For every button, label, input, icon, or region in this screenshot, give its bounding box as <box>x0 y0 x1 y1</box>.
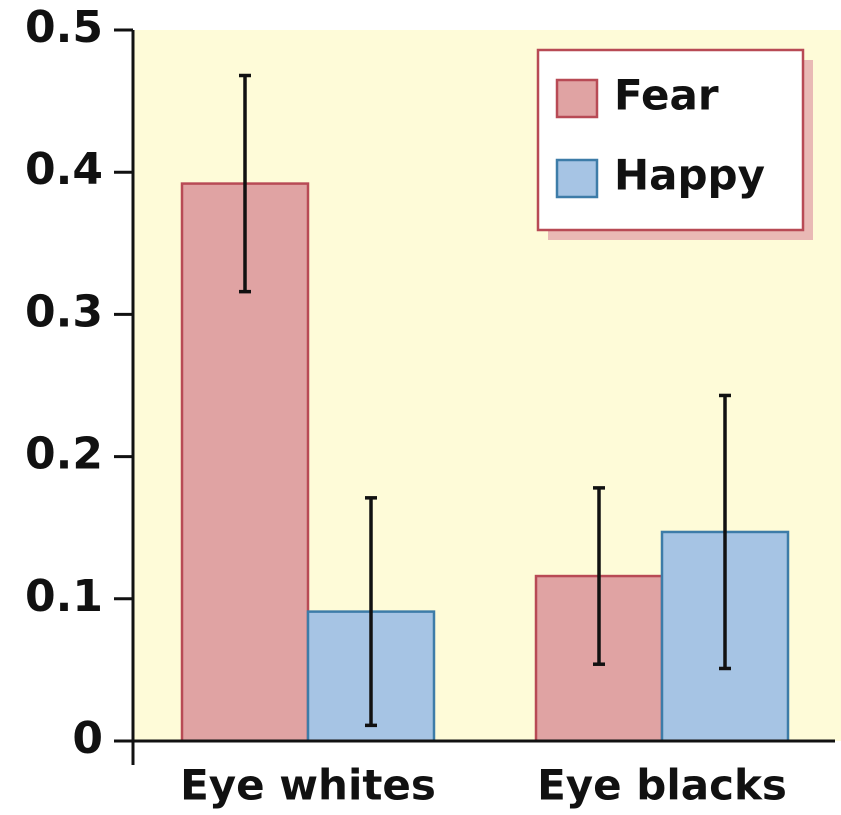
legend-swatch <box>555 158 599 199</box>
y-tick-label: 0.5 <box>25 2 103 53</box>
y-tick-label: 0.1 <box>25 571 103 622</box>
y-tick-label: 0.3 <box>25 286 103 337</box>
error-bar <box>593 486 605 666</box>
legend-label: Fear <box>614 71 719 120</box>
y-tick-label: 0.4 <box>25 144 103 195</box>
legend-label: Happy <box>614 151 765 200</box>
error-bar <box>239 73 251 294</box>
legend-swatch <box>555 78 599 119</box>
x-tick-label: Eye whites <box>180 761 436 810</box>
y-tick-label: 0 <box>72 713 103 764</box>
y-tick-label: 0.2 <box>25 429 103 480</box>
error-bar <box>365 496 377 728</box>
x-tick-label: Eye blacks <box>537 761 787 810</box>
error-bar <box>719 393 731 671</box>
